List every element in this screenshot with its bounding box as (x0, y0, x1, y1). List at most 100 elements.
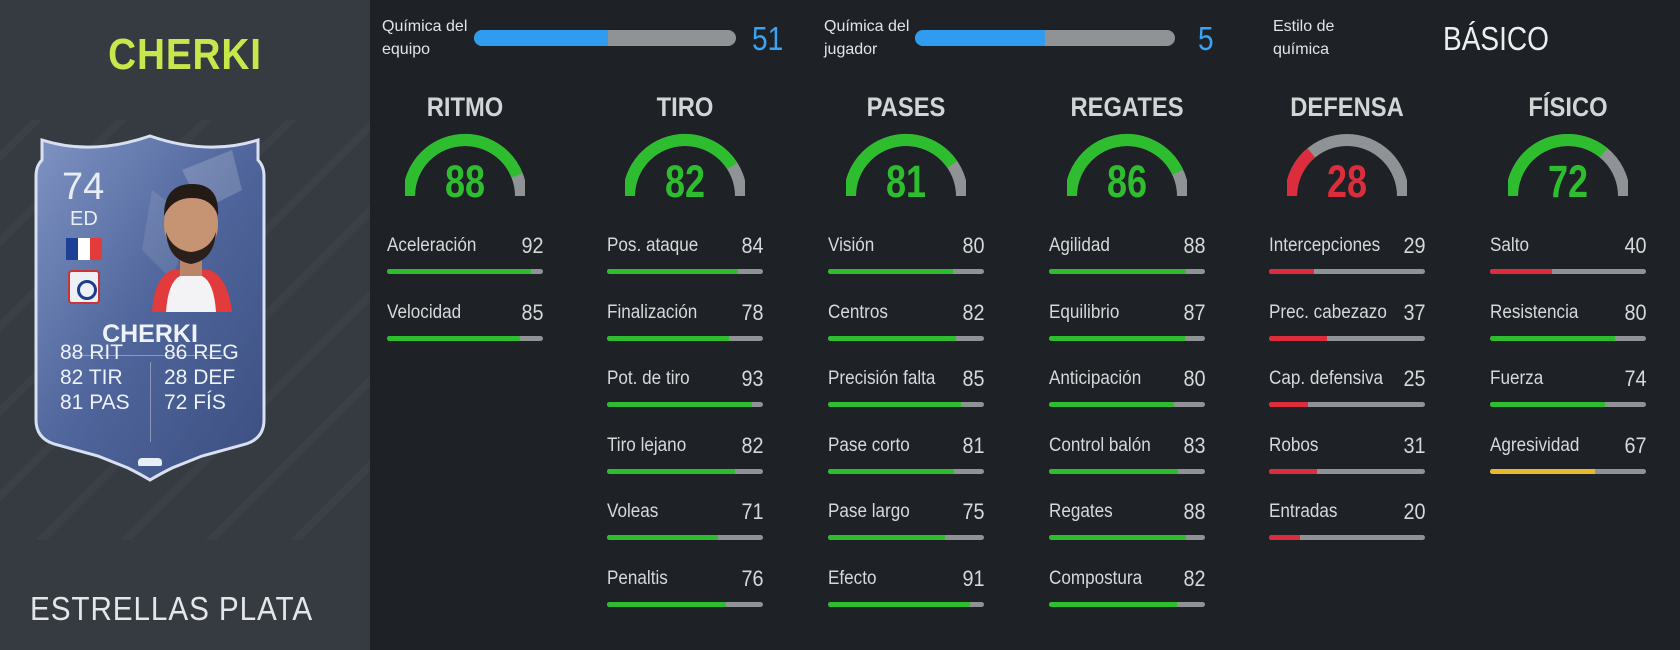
stat-intercepciones[interactable]: Intercepciones 29 (1269, 233, 1425, 277)
stat-bar (828, 602, 984, 607)
stat-label: Centros (828, 302, 888, 323)
stat-agresividad[interactable]: Agresividad 67 (1490, 433, 1646, 477)
stat-bar (1490, 336, 1646, 341)
team-chemistry-label-line1: Química del (382, 18, 468, 35)
stat-penaltis[interactable]: Penaltis 76 (607, 566, 763, 610)
stat-pase-largo[interactable]: Pase largo 75 (828, 499, 984, 543)
stat-vision[interactable]: Visión 80 (828, 233, 984, 277)
stat-velocidad[interactable]: Velocidad 85 (387, 300, 543, 344)
category-gauge (846, 134, 966, 197)
player-chemistry-label-line2: jugador (824, 41, 878, 58)
gauge-fill (405, 134, 523, 197)
stat-bar-fill (1269, 402, 1308, 407)
gauge-fill (846, 134, 958, 197)
stat-value: 92 (520, 233, 543, 258)
stat-bar-fill (1269, 269, 1315, 274)
stat-salto[interactable]: Salto 40 (1490, 233, 1646, 277)
stat-bar (1269, 469, 1425, 474)
card-stat-divider (150, 362, 151, 442)
category-title: REGATES (1070, 92, 1184, 122)
stat-control-balon[interactable]: Control balón 83 (1049, 433, 1205, 477)
stat-value: 67 (1623, 433, 1646, 458)
stat-bar-fill (1049, 602, 1177, 607)
stat-bar (607, 402, 763, 407)
stat-fuerza[interactable]: Fuerza 74 (1490, 366, 1646, 410)
card-position: ED (70, 208, 98, 230)
player-panel: CHERKI 74 ED C (0, 0, 370, 650)
stat-bar (828, 269, 984, 274)
stat-compostura[interactable]: Compostura 82 (1049, 566, 1205, 610)
card-stat-pac: 88 RIT (60, 341, 123, 365)
stat-value: 75 (961, 499, 984, 524)
chemistry-style-label-line1: Estilo de (1273, 18, 1335, 35)
stat-label: Intercepciones (1269, 235, 1381, 256)
stat-pase-corto[interactable]: Pase corto 81 (828, 433, 984, 477)
stat-equilibrio[interactable]: Equilibrio 87 (1049, 300, 1205, 344)
stat-label: Pos. ataque (607, 235, 699, 256)
stat-prec-cabezazo[interactable]: Prec. cabezazo 37 (1269, 300, 1425, 344)
player-chemistry-label: Química del jugador (824, 15, 909, 61)
category-title: FÍSICO (1528, 92, 1608, 122)
stat-bar (1049, 269, 1205, 274)
stat-anticipacion[interactable]: Anticipación 80 (1049, 366, 1205, 410)
stat-aceleracion[interactable]: Aceleración 92 (387, 233, 543, 277)
stat-cap-defensiva[interactable]: Cap. defensiva 25 (1269, 366, 1425, 410)
stat-entradas[interactable]: Entradas 20 (1269, 499, 1425, 543)
stat-voleas[interactable]: Voleas 71 (607, 499, 763, 543)
category-title: PASES (866, 92, 946, 122)
stat-agilidad[interactable]: Agilidad 88 (1049, 233, 1205, 277)
card-stat-value: 72 (164, 391, 188, 414)
stat-precision-falta[interactable]: Precisión falta 85 (828, 366, 984, 410)
card-stat-pas: 81 PAS (60, 391, 130, 415)
stat-value: 29 (1402, 233, 1425, 258)
stat-bar-fill (828, 469, 955, 474)
player-photo (152, 184, 232, 312)
stat-label: Prec. cabezazo (1269, 302, 1387, 323)
stat-bar (1490, 469, 1646, 474)
card-stat-label: REG (193, 341, 239, 364)
stat-bar (828, 535, 984, 540)
stat-bar-fill (1049, 535, 1187, 540)
stat-efecto[interactable]: Efecto 91 (828, 566, 984, 610)
category-title: RITMO (426, 92, 504, 122)
stat-bar (607, 535, 763, 540)
team-chemistry-bar (474, 30, 736, 46)
category-gauge (1067, 134, 1187, 197)
gauge-fill (1287, 148, 1316, 197)
lyon-club-badge-icon (68, 270, 100, 304)
stat-label: Voleas (607, 501, 659, 522)
stat-value: 87 (1182, 300, 1205, 325)
stat-bar-fill (1490, 469, 1595, 474)
stat-value: 37 (1402, 300, 1425, 325)
stat-label: Penaltis (607, 568, 668, 589)
france-flag-icon (66, 238, 102, 260)
card-player-name: CHERKI (102, 320, 198, 348)
stat-robos[interactable]: Robos 31 (1269, 433, 1425, 477)
stat-value: 85 (961, 366, 984, 391)
stat-label: Agresividad (1490, 435, 1580, 456)
stat-value: 91 (961, 566, 984, 591)
stat-bar-fill (607, 269, 739, 274)
player-chemistry-value: 5 (1198, 20, 1214, 57)
card-stat-def: 28 DEF (164, 366, 235, 390)
stat-pot-de-tiro[interactable]: Pot. de tiro 93 (607, 366, 763, 410)
chemistry-style-value[interactable]: BÁSICO (1443, 20, 1549, 57)
stat-bar-fill (1490, 269, 1553, 274)
stat-tiro-lejano[interactable]: Tiro lejano 82 (607, 433, 763, 477)
stat-label: Precisión falta (828, 368, 936, 389)
stat-pos-ataque[interactable]: Pos. ataque 84 (607, 233, 763, 277)
stat-resistencia[interactable]: Resistencia 80 (1490, 300, 1646, 344)
stat-value: 40 (1623, 233, 1646, 258)
category-rating: 88 (444, 156, 486, 207)
player-card[interactable]: 74 ED CHERKI 88 RIT 82 TIR 81 PAS (32, 130, 268, 486)
stat-bar (1490, 402, 1646, 407)
stat-centros[interactable]: Centros 82 (828, 300, 984, 344)
stat-finalizacion[interactable]: Finalización 78 (607, 300, 763, 344)
card-rating: 74 (62, 166, 105, 208)
stat-bar (387, 269, 543, 274)
stat-regates[interactable]: Regates 88 (1049, 499, 1205, 543)
card-stat-value: 88 (60, 341, 84, 364)
stat-value: 71 (740, 499, 763, 524)
player-chemistry-label-line1: Química del (824, 18, 910, 35)
stat-label: Compostura (1049, 568, 1143, 589)
